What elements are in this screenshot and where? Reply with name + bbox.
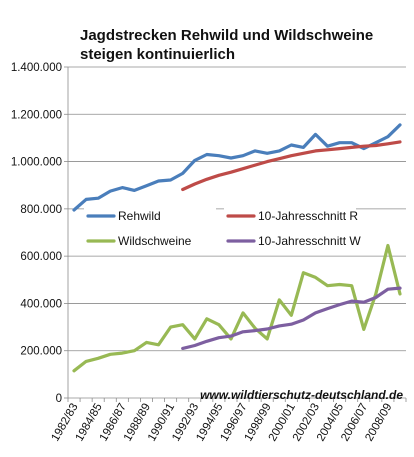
series-line-10-jahresschnitt-r bbox=[181, 140, 402, 192]
y-tick-label: 800.000 bbox=[20, 204, 62, 216]
legend-label: 10-Jahresschnitt W bbox=[258, 234, 361, 248]
y-tick-label: 1.000.000 bbox=[11, 157, 62, 169]
watermark-text: www.wildtierschutz-deutschland.de bbox=[200, 388, 403, 402]
y-tick-label: 600.000 bbox=[20, 251, 62, 263]
legend-label: Wildschweine bbox=[118, 234, 192, 248]
legend-label: Rehwild bbox=[118, 209, 161, 223]
series-lines bbox=[72, 123, 402, 373]
series-line-10-jahresschnitt-w bbox=[181, 286, 402, 350]
legend-label: 10-Jahresschnitt R bbox=[258, 209, 358, 223]
y-tick-label: 400.000 bbox=[20, 298, 62, 310]
y-tick-label: 0 bbox=[56, 393, 62, 405]
series-line-rehwild bbox=[72, 123, 402, 212]
series-line-wildschweine bbox=[72, 243, 402, 373]
y-tick-label: 200.000 bbox=[20, 346, 62, 358]
chart-title-line-2: steigen kontinuierlich bbox=[80, 46, 235, 63]
y-tick-label: 1.400.000 bbox=[11, 62, 62, 74]
y-tick-label: 1.200.000 bbox=[11, 109, 62, 121]
y-axis: 0 200.000 400.000 600.000 800.000 1.000.000 1.… bbox=[11, 62, 69, 405]
legend-entry-background bbox=[84, 207, 216, 225]
legend-entry-background bbox=[224, 232, 356, 250]
chart-title-line-1: Jagdstrecken Rehwild und Wildschweine bbox=[80, 27, 373, 44]
legend: Rehwild 10-Jahresschnitt R Wildschweine 10-… bbox=[84, 207, 361, 250]
legend-entry-background bbox=[84, 232, 216, 250]
legend-entry-background bbox=[224, 207, 356, 225]
